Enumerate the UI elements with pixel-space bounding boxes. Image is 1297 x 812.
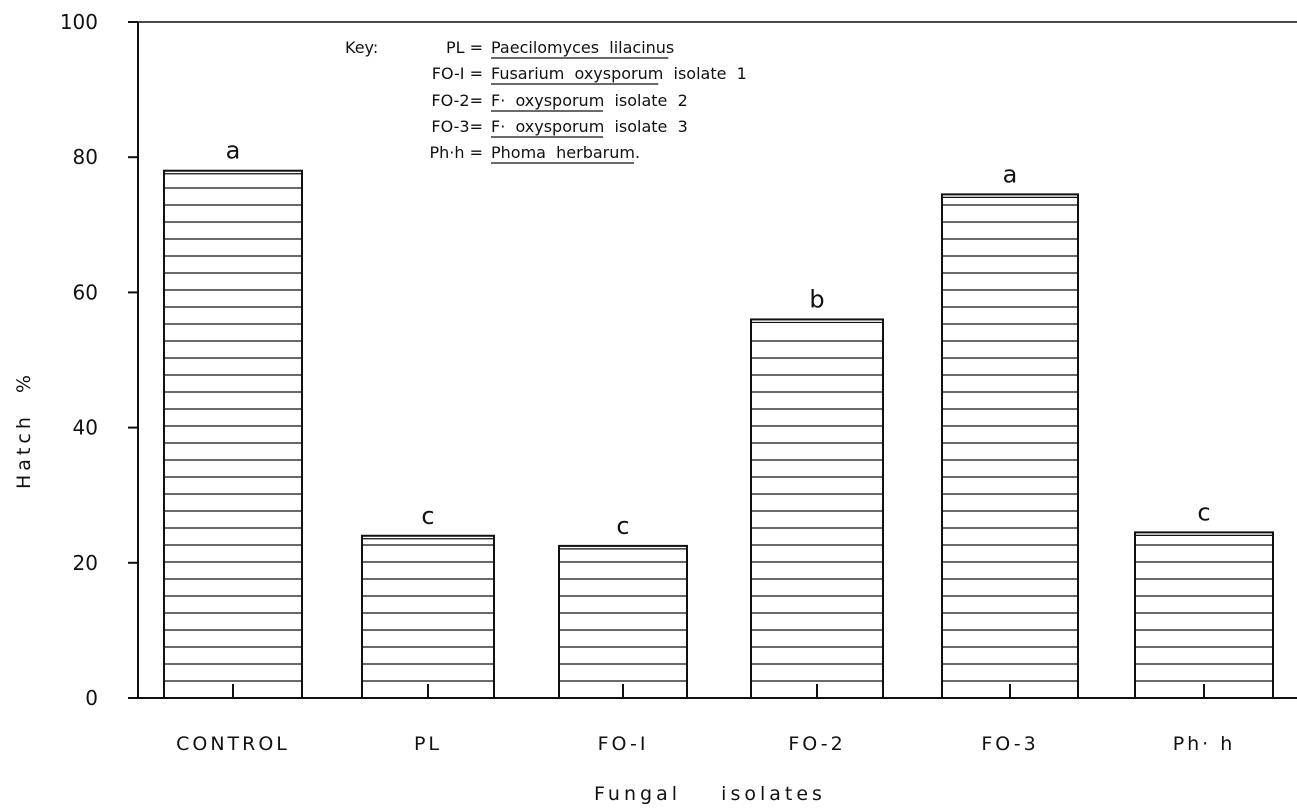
bar-2 [361, 534, 495, 700]
key-name-fo3: F· oxysporum isolate 3 [491, 117, 688, 136]
bar-1 [163, 169, 303, 700]
key-abbr-phh: Ph·h = [429, 143, 483, 162]
significance-label-2: c [421, 502, 434, 530]
y-tick-label-100: 100 [60, 10, 98, 34]
key-abbr-fo3: FO-3= [431, 117, 483, 136]
key-name-phh: Phoma herbarum. [491, 143, 640, 162]
y-tick-label-0: 0 [85, 686, 98, 710]
key-name-pl: Paecilomyces lilacinus [491, 38, 674, 57]
significance-label-4: b [809, 285, 824, 313]
key-name-fo2: F· oxysporum isolate 2 [491, 91, 688, 110]
significance-label-6: c [1197, 498, 1210, 526]
category-label-1: CONTROL [176, 733, 290, 755]
bar-outline-2 [361, 534, 495, 700]
significance-label-3: c [616, 512, 629, 540]
key-name-fo1: Fusarium oxysporum isolate 1 [491, 64, 747, 83]
bar-outline-6 [1134, 531, 1274, 699]
significance-label-1: a [226, 137, 241, 165]
category-label-5: FO-3 [981, 733, 1038, 755]
key-abbr-fo1: FO-I = [432, 64, 483, 83]
bar-outline-3 [558, 544, 688, 700]
category-label-2: PL [414, 733, 442, 755]
y-axis-title: Hatch % [13, 371, 35, 489]
y-tick-label-40: 40 [73, 416, 98, 440]
significance-label-5: a [1003, 160, 1018, 188]
key-abbr-pl: PL = [446, 38, 483, 57]
bar-outline-5 [941, 193, 1079, 699]
legend-key: Key: PL = Paecilomyces lilacinus FO-I = … [345, 38, 747, 164]
key-title: Key: [345, 38, 378, 57]
bar-4 [750, 318, 884, 699]
bar-outline-1 [163, 169, 303, 700]
y-tick-label-20: 20 [73, 551, 98, 575]
bar-6 [1134, 531, 1274, 699]
bar-5 [941, 193, 1079, 699]
y-tick-label-80: 80 [73, 145, 98, 169]
key-abbr-fo2: FO-2= [431, 91, 483, 110]
category-label-6: Ph· h [1173, 733, 1236, 755]
y-tick-label-60: 60 [73, 280, 98, 304]
x-axis-title: Fungal isolates [594, 783, 826, 805]
category-label-4: FO-2 [788, 733, 845, 755]
bar-outline-4 [750, 318, 884, 699]
category-label-3: FO-I [598, 733, 649, 755]
bar-3 [558, 544, 688, 700]
